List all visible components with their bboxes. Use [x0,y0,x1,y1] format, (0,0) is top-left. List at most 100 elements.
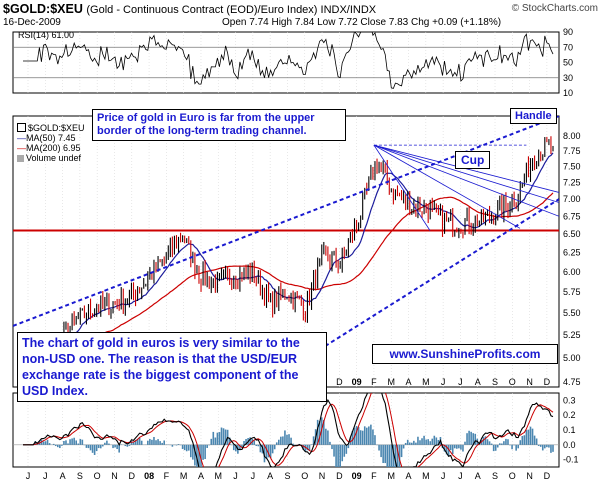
ma200-line [22,192,554,374]
month-tick-label: S [77,471,83,481]
month-tick-label: D [544,471,551,481]
price-tick-label: 6.75 [563,211,581,221]
month-tick-label: O [301,471,308,481]
fan-line [373,144,559,203]
rsi-panel [13,32,559,89]
fan-line [373,144,559,217]
legend-ma50-swatch: — [17,133,26,143]
rsi-line [23,32,554,89]
macd-panel [13,393,559,467]
month-tick-label: S [492,471,498,481]
macd-tick-label: 0.1 [563,425,576,435]
price-tick-label: 7.75 [563,146,581,156]
month-tick-label: A [198,471,204,481]
price-tick-label: 5.75 [563,287,581,297]
symbol-description: (Gold - Continuous Contract (EOD)/Euro I… [86,4,377,16]
stockcharts-logo: © StockCharts.com [511,3,598,14]
macd-tick-label: 0.3 [563,395,576,405]
month-tick-label: D [544,377,551,387]
month-tick-label: M [387,471,395,481]
legend-volume: Volume undef [17,153,81,163]
month-tick-label: J [441,471,446,481]
handle-label: Handle [510,108,557,124]
month-tick-label: A [267,471,273,481]
legend-ma50-text: MA(50) 7.45 [26,133,76,143]
price-panel [13,116,559,387]
summary-note: The chart of gold in euros is very simil… [17,332,327,402]
price-tick-label: 6.25 [563,248,581,258]
price-tick-label: 7.00 [563,194,581,204]
website-label: www.SunshineProfits.com [372,344,558,364]
month-tick-label: J [441,377,446,387]
month-tick-label: F [164,471,170,481]
month-tick-label: F [371,377,377,387]
month-tick-label: M [215,471,223,481]
legend-symbol: $GOLD:$XEU [17,123,85,133]
month-tick-label: D [336,471,343,481]
month-tick-label: D [336,377,343,387]
rsi-tick-label: 70 [563,42,573,52]
macd-tick-label: 0.0 [563,440,576,450]
month-tick-label: M [180,471,188,481]
rsi-label: RSI(14) 61.00 [18,30,74,40]
legend-ma200-text: MA(200) 6.95 [26,143,81,153]
month-tick-label: N [111,471,118,481]
month-tick-label: J [233,471,238,481]
rsi-tick-label: 90 [563,27,573,37]
price-tick-label: 6.00 [563,267,581,277]
symbol-text: $GOLD:$XEU [3,2,83,16]
month-tick-label: 09 [352,377,362,387]
legend-volume-swatch [17,155,24,162]
month-tick-label: O [94,471,101,481]
legend-symbol-swatch [17,123,26,132]
price-tick-label: 6.50 [563,229,581,239]
ohlc-readout: Open 7.74 High 7.84 Low 7.72 Close 7.83 … [222,17,502,28]
month-tick-label: J [43,471,48,481]
month-tick-label: A [406,377,412,387]
price-tick-label: 7.25 [563,178,581,188]
legend-symbol-text: $GOLD:$XEU [28,123,85,133]
chart-title: $GOLD:$XEU (Gold - Continuous Contract (… [3,2,376,16]
month-tick-label: N [526,471,533,481]
month-tick-label: A [475,377,481,387]
fan-line [373,144,521,229]
month-tick-label: J [251,471,256,481]
month-tick-label: F [371,471,377,481]
month-tick-label: M [387,377,395,387]
month-tick-label: A [475,471,481,481]
month-tick-label: M [422,471,430,481]
month-tick-label: O [509,377,516,387]
legend-ma200: —MA(200) 6.95 [17,143,81,153]
macd-tick-label: -0.1 [563,455,579,465]
rsi-tick-label: 50 [563,58,573,68]
price-tick-label: 7.50 [563,162,581,172]
fan-line [373,144,431,231]
month-tick-label: J [458,377,463,387]
rsi-label-text: RSI(14) 61.00 [18,30,75,40]
price-tick-label: 5.50 [563,308,581,318]
month-tick-label: 09 [352,471,362,481]
month-tick-label: J [26,471,31,481]
month-tick-label: N [526,377,533,387]
cup-label: Cup [455,151,491,169]
rsi-frame [12,31,560,94]
month-tick-label: O [509,471,516,481]
channel-note: Price of gold in Euro is far from the up… [92,109,346,141]
month-tick-label: N [319,471,326,481]
price-tick-label: 5.25 [563,330,581,340]
price-tick-label: 8.00 [563,131,581,141]
legend-ma50: —MA(50) 7.45 [17,133,76,143]
month-tick-label: S [284,471,290,481]
legend-ma200-swatch: — [17,143,26,153]
axis-labels: JJJJAASSOONNDD0808FFMMAAMMJJJJAASSOONNDD… [26,27,581,481]
price-tick-label: 5.00 [563,353,581,363]
macd-line [23,393,554,467]
chart-date: 16-Dec-2009 [3,17,61,28]
month-tick-label: A [60,471,66,481]
month-tick-label: D [129,471,136,481]
month-tick-label: M [422,377,430,387]
rsi-tick-label: 30 [563,73,573,83]
macd-tick-label: 0.2 [563,410,576,420]
rsi-tick-label: 10 [563,88,573,98]
